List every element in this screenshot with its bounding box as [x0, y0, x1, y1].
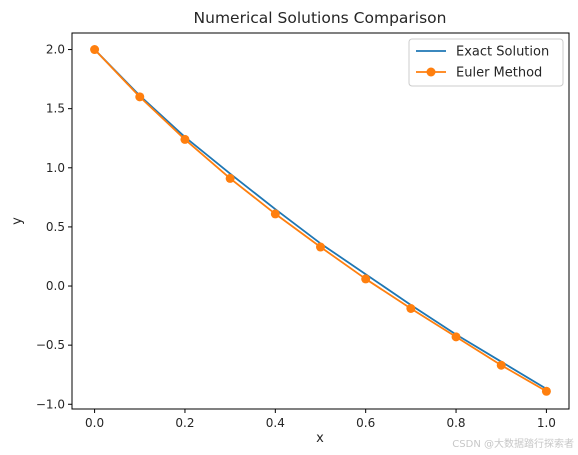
y-tick-label: −0.5: [36, 338, 65, 352]
y-tick-label: −1.0: [36, 397, 65, 411]
data-point-euler-method: [451, 332, 461, 342]
legend-label-exact-solution: Exact Solution: [456, 45, 549, 60]
legend-box: [408, 38, 564, 87]
x-tick-label: 0.0: [85, 416, 104, 430]
plot-area: [72, 33, 569, 409]
x-axis-label: x: [316, 431, 324, 446]
data-point-euler-method: [496, 360, 506, 370]
data-point-euler-method: [135, 92, 145, 102]
data-point-euler-method: [270, 209, 280, 219]
y-tick-label: 1.0: [46, 161, 65, 175]
data-point-euler-method: [316, 242, 325, 252]
watermark: CSDN @大数据踏行探索者: [452, 437, 574, 450]
y-tick-label: 0.0: [46, 279, 65, 293]
x-axis: 0.0 0.2 0.4 0.6 0.8 1.0: [85, 409, 556, 430]
legend-label-euler-method: Euler Method: [456, 66, 542, 81]
data-point-euler-method: [406, 303, 416, 313]
legend: Exact Solution Euler Method: [408, 38, 564, 87]
chart-title: Numerical Solutions Comparison: [194, 9, 447, 27]
data-point-euler-method: [180, 134, 190, 144]
data-point-euler-method: [361, 274, 371, 284]
x-tick-label: 1.0: [537, 416, 556, 430]
data-point-euler-method: [541, 386, 551, 396]
x-tick-label: 0.2: [175, 416, 194, 430]
y-axis: −1.0 −0.5 0.0 0.5 1.0 1.5 2.0: [36, 43, 72, 411]
data-point-euler-method: [225, 173, 235, 183]
x-tick-label: 0.4: [266, 416, 285, 430]
y-tick-label: 1.5: [46, 102, 65, 116]
series-layer: [90, 45, 551, 396]
data-point-euler-method: [90, 45, 100, 55]
plot-frame: [71, 32, 570, 410]
x-tick-label: 0.6: [356, 416, 375, 430]
legend-marker-euler-method: [426, 67, 436, 77]
y-tick-label: 0.5: [46, 220, 65, 234]
x-tick-label: 0.8: [446, 416, 465, 430]
y-tick-label: 2.0: [46, 43, 65, 57]
y-axis-label: y: [10, 217, 25, 225]
